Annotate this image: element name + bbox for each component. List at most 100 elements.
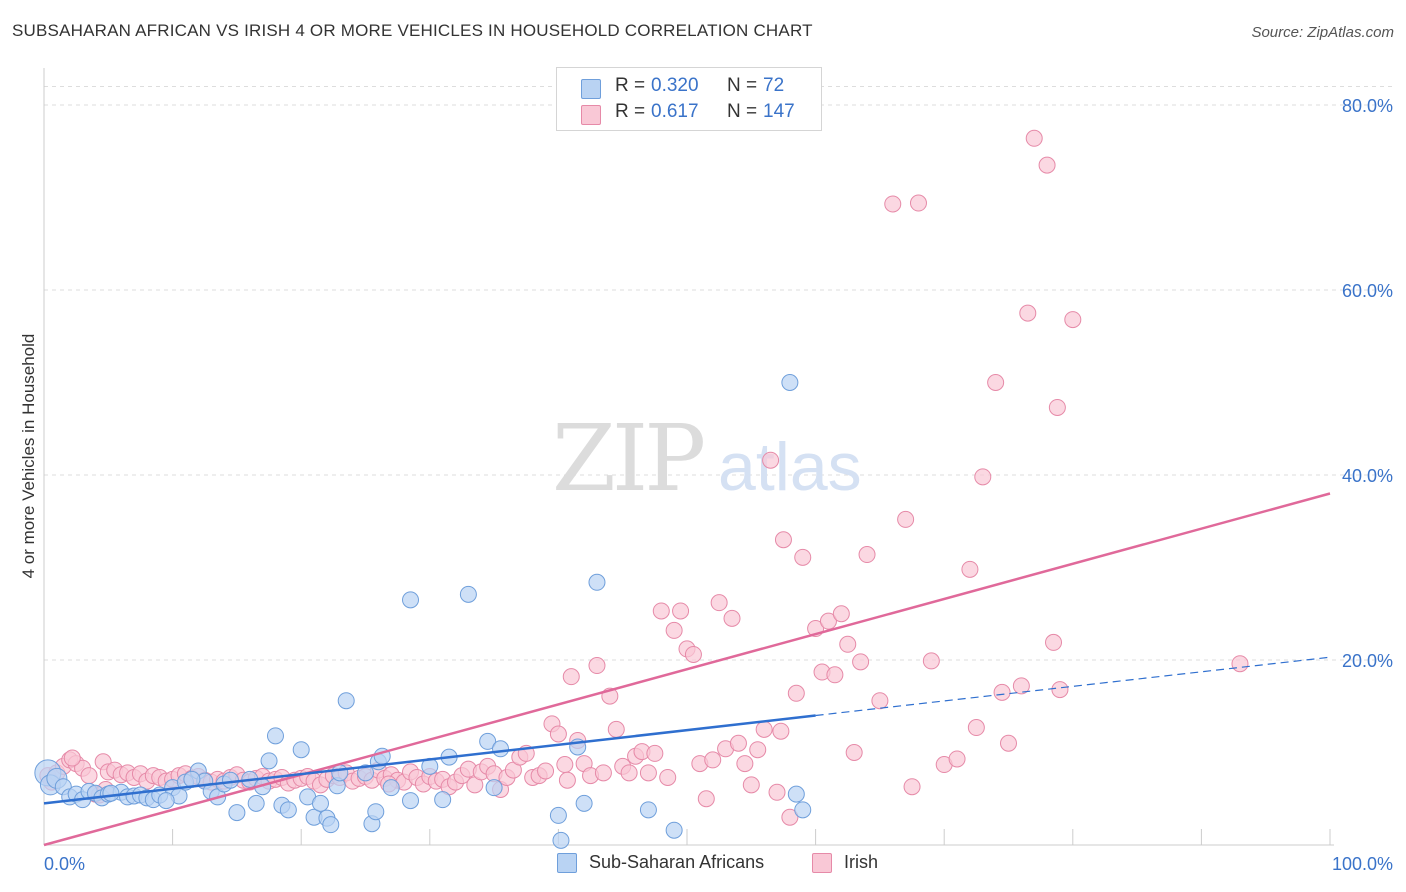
- subsaharan-point: [588, 573, 606, 591]
- subsaharan-point: [260, 752, 278, 770]
- subsaharan-point: [575, 794, 593, 812]
- irish-point: [826, 666, 844, 684]
- irish-point: [1064, 311, 1082, 329]
- subsaharan-point: [787, 785, 805, 803]
- irish-point: [1051, 681, 1069, 699]
- subsaharan-point: [331, 764, 349, 782]
- irish-point: [884, 195, 902, 213]
- subsaharan-point: [549, 806, 567, 824]
- irish-point: [652, 602, 670, 620]
- irish-point: [909, 194, 927, 212]
- irish-point: [774, 531, 792, 549]
- irish-point: [948, 750, 966, 768]
- irish-point: [537, 762, 555, 780]
- irish-point: [63, 749, 81, 767]
- irish-point: [742, 776, 760, 794]
- subsaharan-point: [402, 792, 420, 810]
- watermark-atlas: atlas: [718, 429, 862, 505]
- irish-point: [755, 720, 773, 738]
- irish-point: [961, 560, 979, 578]
- irish-point: [897, 510, 915, 528]
- subsaharan-point: [228, 804, 246, 822]
- y-tick-label: 40.0%: [1342, 466, 1393, 486]
- subsaharan-trend-line: [43, 714, 816, 805]
- y-axis-label: 4 or more Vehicles in Household: [19, 334, 38, 579]
- y-tick-labels: 20.0% 40.0% 60.0% 80.0%: [1342, 96, 1393, 671]
- irish-point: [974, 468, 992, 486]
- subsaharan-point: [434, 791, 452, 809]
- subsaharan-point: [665, 821, 683, 839]
- irish-point: [723, 609, 741, 627]
- irish-point: [1025, 129, 1043, 147]
- watermark: ZIP atlas: [552, 405, 862, 512]
- y-tick-label: 20.0%: [1342, 651, 1393, 671]
- r-value: 0.617: [651, 101, 699, 122]
- blue-swatch: [581, 79, 601, 99]
- irish-point: [1019, 304, 1037, 322]
- r-value: 0.320: [651, 75, 699, 96]
- y-tick-label: 60.0%: [1342, 281, 1393, 301]
- irish-point: [594, 764, 612, 782]
- r-label: R =: [615, 101, 646, 122]
- irish-point: [762, 451, 780, 469]
- irish-point: [639, 764, 657, 782]
- irish-point: [772, 722, 790, 740]
- subsaharan-point: [382, 779, 400, 797]
- x-tick-label-max: 100.0%: [1332, 854, 1393, 874]
- pink-swatch: [581, 105, 601, 125]
- irish-point: [1231, 655, 1249, 673]
- irish-point: [646, 744, 664, 762]
- watermark-zip: ZIP: [552, 405, 703, 512]
- irish-point: [736, 755, 754, 773]
- subsaharan-point: [357, 764, 374, 782]
- irish-point: [672, 602, 690, 620]
- irish-point: [768, 783, 786, 801]
- irish-point: [549, 725, 567, 743]
- irish-point: [684, 645, 702, 663]
- irish-point: [852, 653, 870, 671]
- irish-point: [620, 764, 638, 782]
- legend-label: Irish: [844, 852, 879, 872]
- irish-point: [987, 374, 1005, 391]
- subsaharan-point: [781, 374, 799, 391]
- irish-point: [781, 808, 799, 826]
- irish-point: [556, 756, 574, 774]
- blue-swatch: [557, 853, 577, 873]
- irish-point: [819, 612, 837, 630]
- irish-point: [562, 668, 580, 686]
- n-value: 147: [763, 101, 795, 122]
- n-label: N =: [727, 101, 758, 122]
- irish-point: [903, 778, 921, 796]
- n-value: 72: [763, 75, 785, 96]
- irish-point: [832, 605, 850, 623]
- subsaharan-point: [279, 801, 297, 819]
- irish-trend-line: [43, 492, 1331, 847]
- irish-point: [993, 683, 1011, 701]
- x-tick-label-min: 0.0%: [44, 854, 85, 874]
- chart-title: SUBSAHARAN AFRICAN VS IRISH 4 OR MORE VE…: [12, 21, 813, 40]
- subsaharan-point: [459, 585, 477, 603]
- irish-point: [665, 621, 683, 639]
- y-tick-label: 80.0%: [1342, 96, 1393, 116]
- irish-point: [1012, 677, 1030, 695]
- irish-point: [922, 652, 940, 670]
- pink-swatch: [812, 853, 832, 873]
- irish-point: [704, 751, 722, 769]
- subsaharan-point: [794, 801, 812, 819]
- subsaharan-point: [102, 784, 120, 802]
- irish-point: [607, 720, 625, 738]
- irish-point: [588, 657, 606, 675]
- subsaharan-point: [292, 741, 310, 759]
- irish-point: [967, 719, 985, 737]
- subsaharan-point: [247, 794, 265, 812]
- r-label: R =: [615, 75, 646, 96]
- irish-point: [858, 546, 876, 564]
- irish-point: [710, 594, 728, 612]
- irish-point: [729, 734, 747, 752]
- irish-point: [845, 744, 863, 761]
- irish-point: [659, 768, 677, 786]
- irish-point: [871, 692, 889, 710]
- irish-point: [1048, 398, 1066, 416]
- irish-point: [787, 684, 805, 702]
